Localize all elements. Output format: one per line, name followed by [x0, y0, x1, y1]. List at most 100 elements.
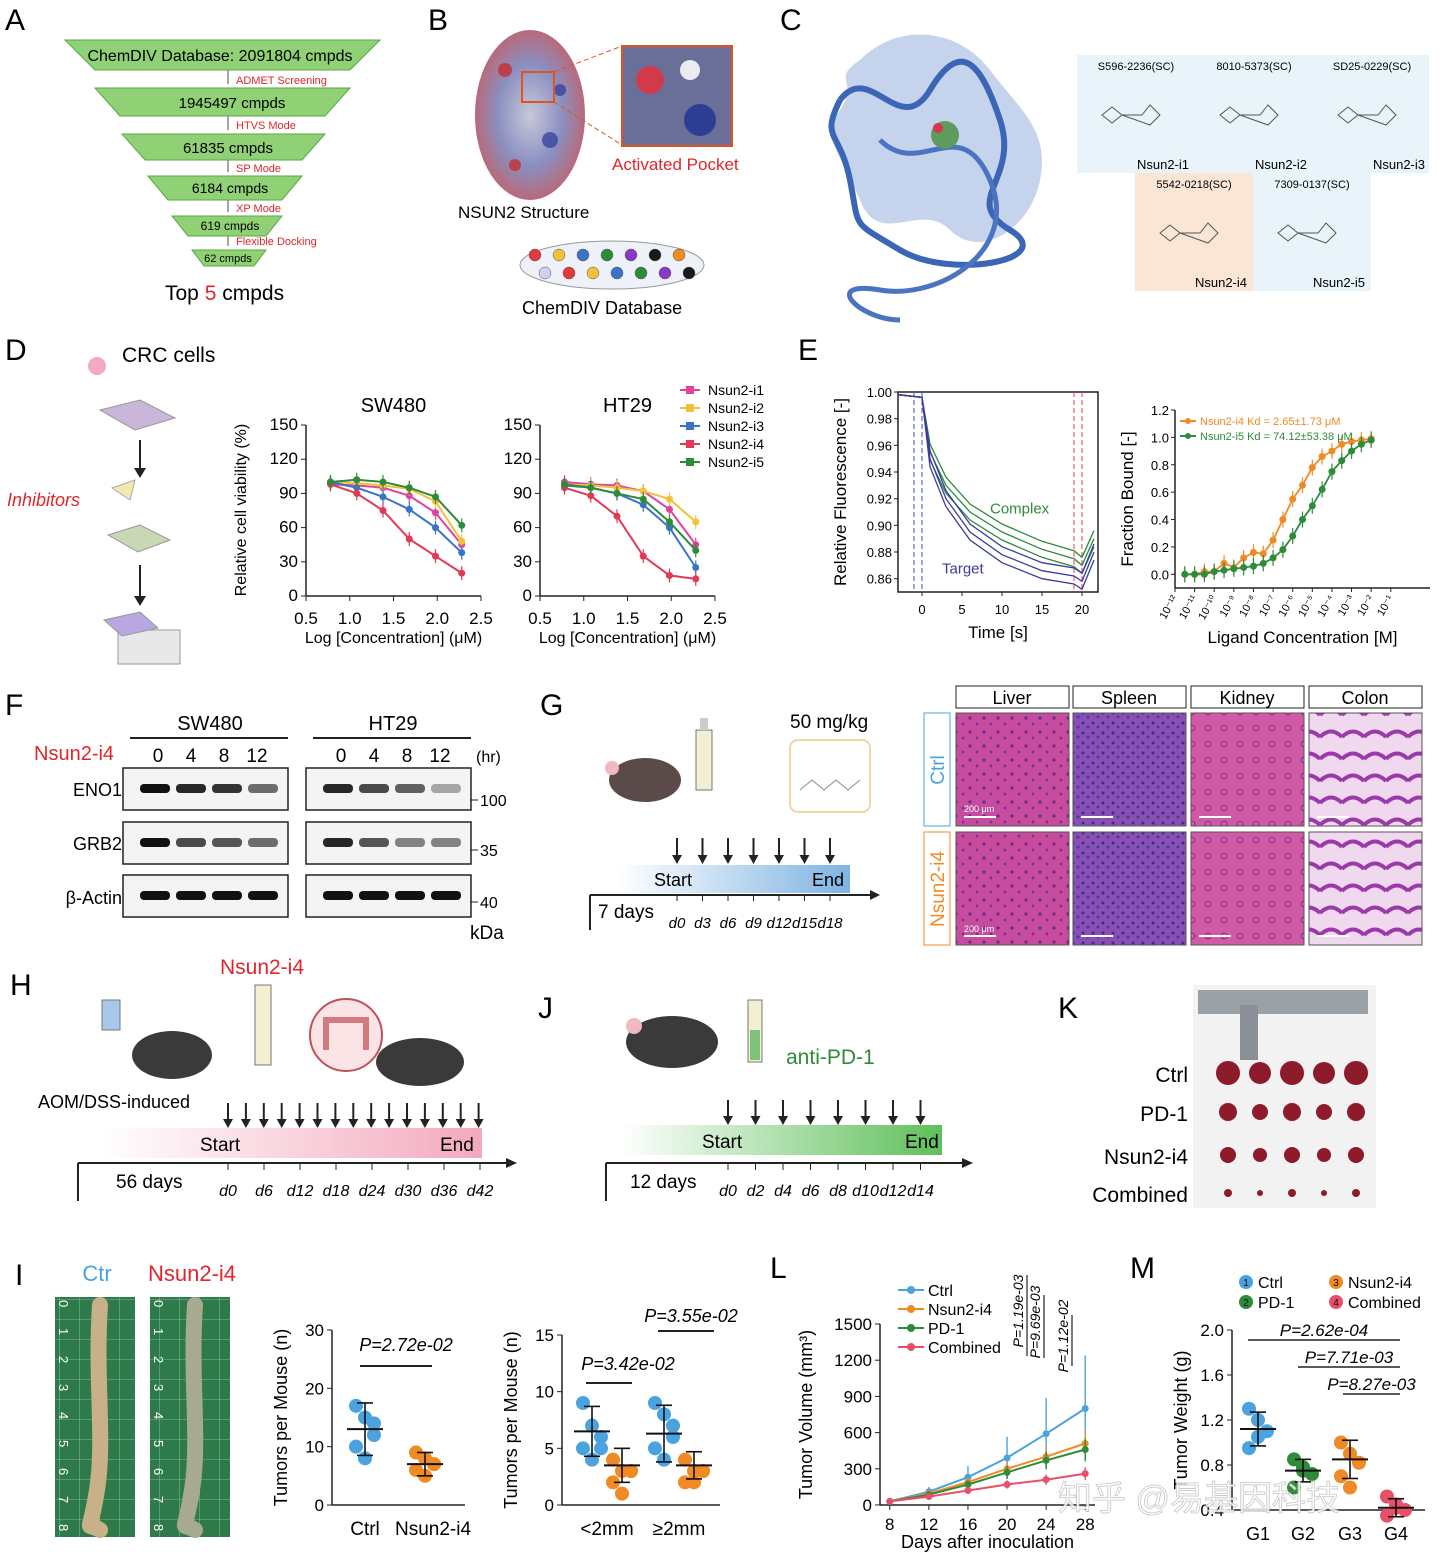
kda-label: kDa — [470, 923, 504, 944]
group-label: Combined — [1092, 1184, 1188, 1207]
inhibitors-label: Inhibitors — [7, 490, 80, 510]
data-point — [886, 1497, 894, 1505]
x-tick-label: 2.5 — [469, 609, 493, 628]
compound-grid: S596-2236(SC) Nsun2-i1 8010-5373(SC) Nsun2-… — [1077, 55, 1429, 291]
x-tick-label: 10⁻² — [1356, 593, 1377, 618]
y-axis-label: Tumors per Mouse (n) — [501, 1331, 521, 1508]
x-tick-label: 1.5 — [616, 609, 640, 628]
dose-arrowhead — [330, 1119, 341, 1128]
x-tick-label: 24 — [1037, 1515, 1056, 1534]
tumor-specimen — [1352, 1189, 1360, 1197]
legend-label: Nsun2-i3 — [708, 418, 764, 434]
cell-line-label: SW480 — [177, 713, 243, 735]
he-image — [955, 831, 1070, 946]
protein-band — [431, 838, 461, 847]
y-tick-label: 1.00 — [867, 385, 892, 400]
compound-structure — [1337, 104, 1397, 126]
protein-band — [176, 784, 206, 793]
dose-arrowhead — [723, 855, 733, 864]
syringe-illustration — [254, 984, 272, 1066]
mouse-ear — [605, 761, 619, 775]
data-point — [1003, 1480, 1011, 1488]
y-tick-label: 0.88 — [867, 545, 892, 560]
p-value: P=8.27e-03 — [1327, 1375, 1416, 1394]
y-axis-label: Tumors per Mouse (n) — [271, 1329, 291, 1506]
compound-structure — [1219, 104, 1279, 126]
y-tick-label: 1200 — [834, 1351, 872, 1370]
protein-ribbon — [828, 34, 1042, 323]
data-point — [367, 1416, 381, 1431]
data-point — [432, 552, 439, 560]
x-axis-label: Ligand Concentration [M] — [1208, 628, 1398, 647]
data-point — [1181, 570, 1189, 578]
data-point — [367, 1428, 381, 1442]
tumor-weight-chart: 0.4 0.8 1.2 1.6 2.0 Tumor Weight (g) G1 G2 G3 G4 1… — [1171, 1275, 1425, 1544]
y-tick-label: 0.2 — [1151, 540, 1169, 555]
ruler-number: 1 — [56, 1328, 71, 1335]
data-point — [666, 505, 673, 513]
scale-label: 200 μm — [964, 804, 994, 814]
legend-marker — [1185, 433, 1191, 439]
data-point — [1318, 485, 1326, 493]
legend-marker — [686, 386, 694, 394]
data-point — [1289, 532, 1297, 540]
x-tick-label: 10⁻¹² — [1158, 593, 1181, 621]
funnel-step-label: 61835 cmpds — [183, 140, 273, 157]
ruler-number: 5 — [56, 1440, 71, 1447]
protein-band — [323, 784, 353, 793]
he-image — [1072, 831, 1187, 946]
marker-label: 40 — [480, 895, 498, 912]
x-tick-label: <2mm — [580, 1519, 633, 1540]
data-point — [678, 1452, 692, 1467]
x-tick-label: G4 — [1384, 1524, 1408, 1544]
y-tick-label: 120 — [504, 449, 532, 468]
panel-label-c: C — [780, 4, 802, 37]
dose-arrowhead — [402, 1119, 412, 1128]
series-line — [889, 1407, 1086, 1503]
dish-compound-dot — [634, 266, 648, 280]
protein-band — [176, 838, 206, 847]
x-tick-label: 0.5 — [294, 609, 318, 628]
dose-arrowhead — [750, 1116, 761, 1125]
y-tick-label: 120 — [270, 449, 298, 468]
dose-arrowhead — [833, 1116, 843, 1125]
data-point — [587, 492, 595, 500]
tumor-specimen — [1283, 1103, 1301, 1121]
protein-band — [248, 891, 278, 900]
nsun2-structure: Activated Pocket NSUN2 Structure ChemDIV… — [458, 30, 739, 318]
funnel-step-label: 1945497 cmpds — [179, 95, 286, 112]
timepoint-label: d2 — [747, 1183, 765, 1200]
plot-frame — [897, 391, 1099, 593]
data-point — [1343, 1480, 1357, 1495]
marker-label: 35 — [480, 843, 498, 860]
dose-arrowhead — [366, 1119, 377, 1128]
panel-label-j: J — [538, 992, 553, 1025]
dose-arrowhead — [384, 1119, 395, 1128]
data-point — [692, 518, 700, 526]
mouse-illustration — [609, 758, 681, 802]
panel-label-i: I — [15, 1259, 23, 1292]
timepoint-label: d9 — [745, 915, 762, 932]
funnel-step — [63, 39, 382, 71]
tumor-specimen — [1348, 1147, 1364, 1163]
dose-arrowhead — [240, 1119, 251, 1128]
data-point — [1352, 1455, 1366, 1470]
protein-band — [395, 891, 425, 900]
y-tick-label: 0.4 — [1151, 513, 1169, 528]
dish-compound-dot — [538, 266, 552, 280]
tissue-label: Liver — [992, 688, 1031, 708]
treatment-label: Nsun2-i4 — [34, 743, 114, 765]
protein-band — [395, 784, 425, 793]
x-tick-label: 10⁻⁵ — [1296, 594, 1318, 620]
y-tick-label: 0.86 — [867, 572, 892, 587]
syringe-plunger — [700, 718, 708, 730]
p-value: P=7.71e-03 — [1305, 1348, 1394, 1367]
y-tick-label: 10 — [305, 1438, 324, 1457]
he-image — [955, 712, 1070, 827]
ruler-number: 0 — [56, 1300, 71, 1307]
ruler-number: 6 — [151, 1468, 166, 1475]
y-axis-label: Tumor Weight (g) — [1171, 1350, 1191, 1489]
compound-sketch — [799, 779, 861, 791]
series-line — [564, 483, 697, 523]
data-point — [1334, 1469, 1348, 1484]
